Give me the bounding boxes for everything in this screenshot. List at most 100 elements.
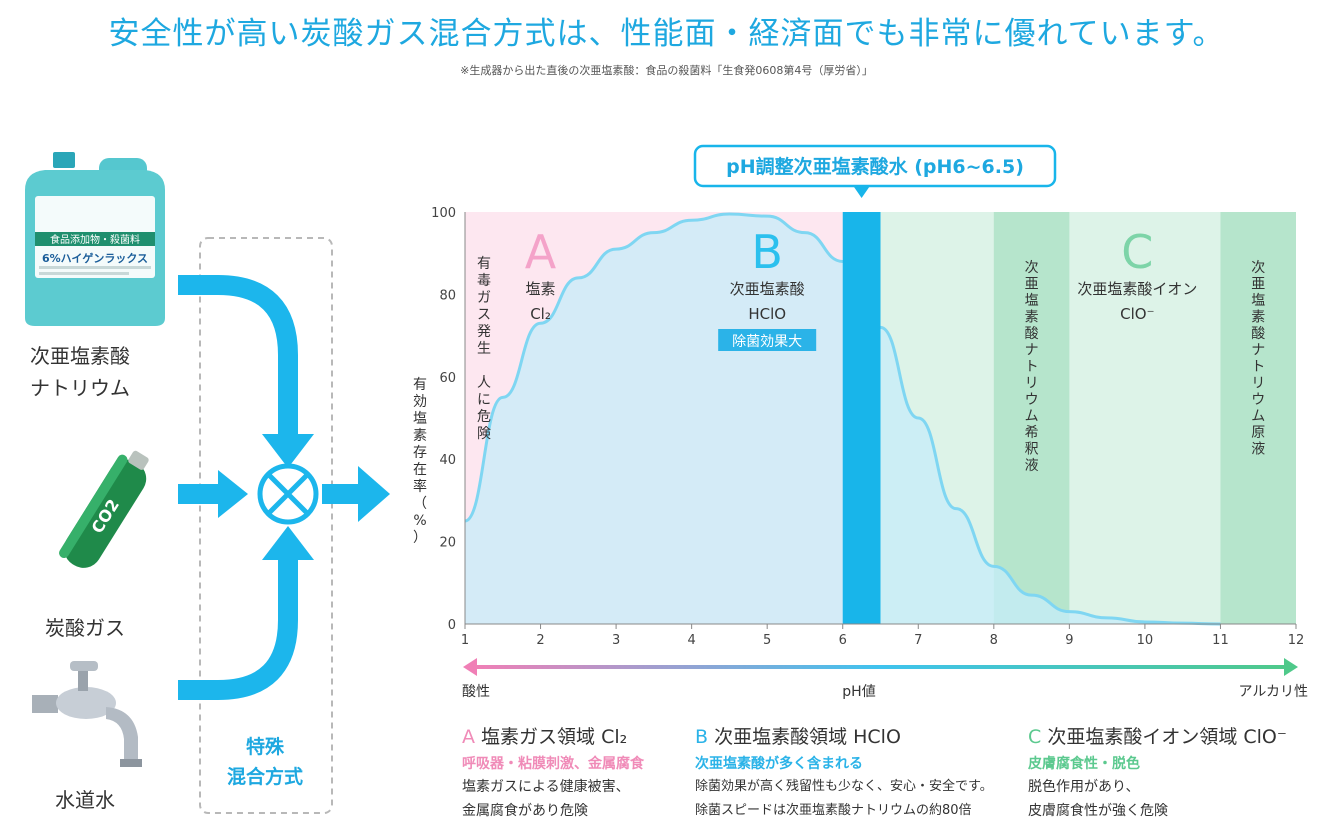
zone-1-char: 液 <box>1251 442 1265 458</box>
region-c-formula: ClO⁻ <box>1120 305 1154 323</box>
alkali-label: アルカリ性 <box>1239 684 1308 700</box>
zone-0-char: 液 <box>1025 458 1039 474</box>
y-axis-label-char: 塩 <box>413 411 427 427</box>
ingredient-label-bleach: 次亜塩素酸 ナトリウム <box>5 340 155 404</box>
region-a-side-char: に <box>477 392 491 408</box>
legend-c-desc1: 脱色作用があり、 <box>1028 779 1140 795</box>
zone-1-char: ウ <box>1251 392 1265 408</box>
region-a-formula: Cl₂ <box>530 305 551 323</box>
mixing-flow-diagram <box>178 237 390 814</box>
zone-0-char: リ <box>1025 376 1039 392</box>
legend-c-subtitle: 皮膚腐食性・脱色 <box>1028 756 1140 772</box>
callout-text: pH調整次亜塩素酸水 (pH6~6.5) <box>726 155 1024 178</box>
ph-chart: pH調整次亜塩素酸水 (pH6~6.5) 1 2 3 4 5 6 7 8 9 10 11 120204… <box>413 144 1308 700</box>
region-a-side-char: 危 <box>477 409 491 425</box>
x-tick-label-7: 7 <box>914 633 922 648</box>
zone-0-char: ト <box>1025 359 1039 375</box>
zone-0-char: 釈 <box>1025 442 1039 458</box>
legend-c-title: C 次亜塩素酸イオン領域 ClO⁻ <box>1028 722 1328 749</box>
y-axis-label-char: 有 <box>413 377 427 393</box>
bottle-brand-text: 6%ハイゲンラックス <box>42 251 148 265</box>
page-title: 安全性が高い炭酸ガス混合方式は、性能面・経済面でも非常に優れています。 <box>108 16 1225 52</box>
y-tick-label-40: 40 <box>439 453 456 468</box>
method-label: 特殊 混合方式 <box>205 732 325 792</box>
method-label-line2: 混合方式 <box>226 766 303 788</box>
region-b-name: 次亜塩素酸 <box>730 280 805 298</box>
x-tick-label-2: 2 <box>536 633 544 648</box>
legend-b-letter: B <box>695 726 709 748</box>
zone-0-char: 次 <box>1025 260 1039 276</box>
y-axis-label-char: （ <box>413 496 427 512</box>
legend-a-letter: A <box>462 726 475 748</box>
region-b-badge <box>718 329 817 351</box>
zone-1-char: ナ <box>1251 343 1265 359</box>
ingredient-label-line1: 炭酸ガス <box>45 616 125 640</box>
ph-band-6-6.5 <box>842 212 881 624</box>
callout-box <box>693 144 1057 188</box>
callout-pointer <box>852 185 871 198</box>
bleach-bottle-image: 食品添加物・殺菌料 6%ハイゲンラックス <box>25 152 165 326</box>
zone-1-char: 素 <box>1251 310 1265 326</box>
ph-arrow-left <box>463 658 477 676</box>
ingredient-label-water: 水道水 <box>10 784 160 816</box>
flow-arrowhead-top <box>262 434 314 468</box>
dilution-zone-1 <box>1220 212 1296 624</box>
water-faucet-image <box>32 661 142 767</box>
y-axis-label-char: 率 <box>413 478 427 495</box>
y-axis-label-char: 効 <box>413 394 427 410</box>
x-tick-label-5: 5 <box>763 633 771 648</box>
legend-a-desc1: 塩素ガスによる健康被害、 <box>462 779 630 795</box>
ingredient-label-line1: 水道水 <box>55 788 115 812</box>
y-tick-label-20: 20 <box>439 536 456 551</box>
region-b-letter: B <box>751 225 783 279</box>
legend-c: C 次亜塩素酸イオン領域 ClO⁻ 皮膚腐食性・脱色 脱色作用があり、 皮膚腐食… <box>1028 722 1328 823</box>
x-tick-label-9: 9 <box>1065 633 1073 648</box>
zone-1-char: ト <box>1251 359 1265 375</box>
region-a-side-char: 毒 <box>477 273 491 289</box>
legend-b-title-text: 次亜塩素酸領域 HClO <box>714 726 901 748</box>
ingredient-label-co2: 炭酸ガス <box>10 612 160 644</box>
zone-0-char: 塩 <box>1025 293 1039 309</box>
method-label-line1: 特殊 <box>245 736 284 758</box>
flow-arrow-top <box>178 275 298 442</box>
zone-1-char: ム <box>1251 409 1265 425</box>
legend-c-title-text: 次亜塩素酸イオン領域 ClO⁻ <box>1047 726 1287 748</box>
zone-0-char: ナ <box>1025 343 1039 359</box>
region-a-side-char: 発 <box>477 324 491 340</box>
ingredient-label-line2: ナトリウム <box>30 376 130 400</box>
flow-arrow-middle <box>178 484 222 504</box>
x-tick-label-4: 4 <box>687 633 695 648</box>
y-tick-label-100: 100 <box>431 206 456 221</box>
flow-arrowhead-bottom <box>262 526 314 560</box>
zone-0-char: 素 <box>1025 310 1039 326</box>
legend-a-subtitle: 呼吸器・粘膜刺激、金属腐食 <box>462 756 644 772</box>
zone-0-char: ウ <box>1025 392 1039 408</box>
legend-a-title: A 塩素ガス領域 Cl₂ <box>462 722 712 749</box>
x-tick-label-11: 11 <box>1212 633 1229 648</box>
x-tick-label-8: 8 <box>990 633 998 648</box>
legend-a: A 塩素ガス領域 Cl₂ 呼吸器・粘膜刺激、金属腐食 塩素ガスによる健康被害、 … <box>462 722 712 823</box>
co2-cartridge-image: CO2 <box>59 450 149 568</box>
ph-scale-bar <box>475 665 1286 669</box>
legend-b-desc1: 除菌効果が高く残留性も少なく、安心・安全です。 <box>695 779 993 794</box>
legend-b-desc2: 除菌スピードは次亜塩素酸ナトリウムの約80倍 <box>695 803 972 818</box>
flow-arrow-bottom <box>178 552 298 700</box>
dilution-zone-0 <box>993 212 1070 624</box>
legend-b: B 次亜塩素酸領域 HClO 次亜塩素酸が多く含まれる 除菌効果が高く残留性も少… <box>695 722 1025 823</box>
legend-c-desc2: 皮膚腐食性が強く危険 <box>1028 803 1168 819</box>
legend-b-title: B 次亜塩素酸領域 HClO <box>695 722 1025 749</box>
region-b-formula: HClO <box>748 305 786 323</box>
source-note: ※生成器から出た直後の次亜塩素酸：食品の殺菌料「生食発0608第4号（厚労省）」 <box>460 64 873 77</box>
y-tick-label-0: 0 <box>448 618 456 633</box>
region-b-badge-text: 除菌効果大 <box>732 334 802 350</box>
zone-0-char: 亜 <box>1025 277 1039 293</box>
region-a-side-char: 険 <box>477 426 491 442</box>
legend-b-subtitle: 次亜塩素酸が多く含まれる <box>695 756 863 772</box>
y-axis-label-char: 素 <box>413 428 427 444</box>
zone-1-char: 塩 <box>1251 293 1265 309</box>
bottle-tag-text: 食品添加物・殺菌料 <box>50 233 140 246</box>
legend-a-desc2: 金属腐食があり危険 <box>462 803 588 819</box>
acid-label: 酸性 <box>462 684 490 700</box>
region-a-side-char: 生 <box>477 341 491 357</box>
y-tick-label-60: 60 <box>439 371 456 386</box>
